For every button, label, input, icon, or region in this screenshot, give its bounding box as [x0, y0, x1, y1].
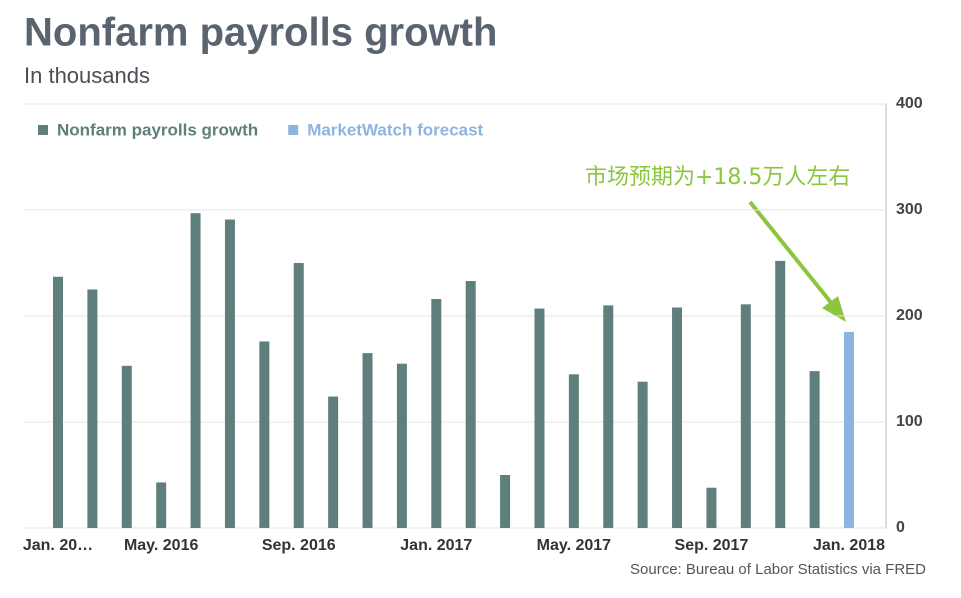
- bar: [603, 305, 614, 528]
- bar: [534, 308, 545, 528]
- x-tick-label: May. 2017: [537, 537, 612, 554]
- x-tick-label: May. 2016: [124, 537, 199, 554]
- x-tick-label: Jan. 2017: [400, 537, 472, 554]
- bar: [500, 475, 511, 528]
- bar: [87, 289, 98, 528]
- x-tick-label: Sep. 2016: [262, 537, 336, 554]
- bar: [706, 487, 717, 528]
- annotation-arrow: [748, 200, 835, 307]
- bar: [637, 381, 648, 528]
- bar: [156, 482, 167, 528]
- bar: [396, 363, 407, 528]
- bar: [465, 281, 476, 528]
- bar: [672, 307, 683, 528]
- legend-label: Nonfarm payrolls growth: [57, 120, 258, 139]
- source: Source: Bureau of Labor Statistics via F…: [630, 561, 926, 578]
- bar: [740, 304, 751, 528]
- bar: [568, 374, 579, 528]
- y-tick-label: 400: [896, 95, 923, 112]
- bar: [121, 365, 132, 528]
- x-tick-label: Jan. 2018: [813, 537, 885, 554]
- bar: [53, 276, 63, 528]
- bar: [293, 263, 304, 528]
- bar: [844, 331, 854, 528]
- y-tick-label: 200: [896, 307, 923, 324]
- annotation: 市场预期为+18.5万人左右: [585, 165, 850, 190]
- y-tick-label: 100: [896, 413, 923, 430]
- chart-subtitle: In thousands: [24, 63, 150, 88]
- legend-label: MarketWatch forecast: [307, 120, 483, 139]
- x-tick-label: Jan. 20…: [23, 537, 93, 554]
- y-tick-label: 300: [896, 201, 923, 218]
- chart-title: Nonfarm payrolls growth: [24, 11, 497, 55]
- x-tick-label: Sep. 2017: [675, 537, 749, 554]
- bar: [224, 219, 235, 529]
- legend-swatch: [288, 125, 299, 135]
- y-tick-label: 0: [896, 519, 905, 536]
- bar: [362, 353, 373, 528]
- bar: [259, 341, 270, 528]
- legend-swatch: [38, 125, 48, 135]
- annotation-arrowhead: [822, 296, 846, 322]
- bar: [328, 396, 339, 528]
- bar: [190, 213, 201, 528]
- bar: [809, 371, 820, 528]
- bar: [775, 260, 786, 528]
- bar: [431, 299, 442, 528]
